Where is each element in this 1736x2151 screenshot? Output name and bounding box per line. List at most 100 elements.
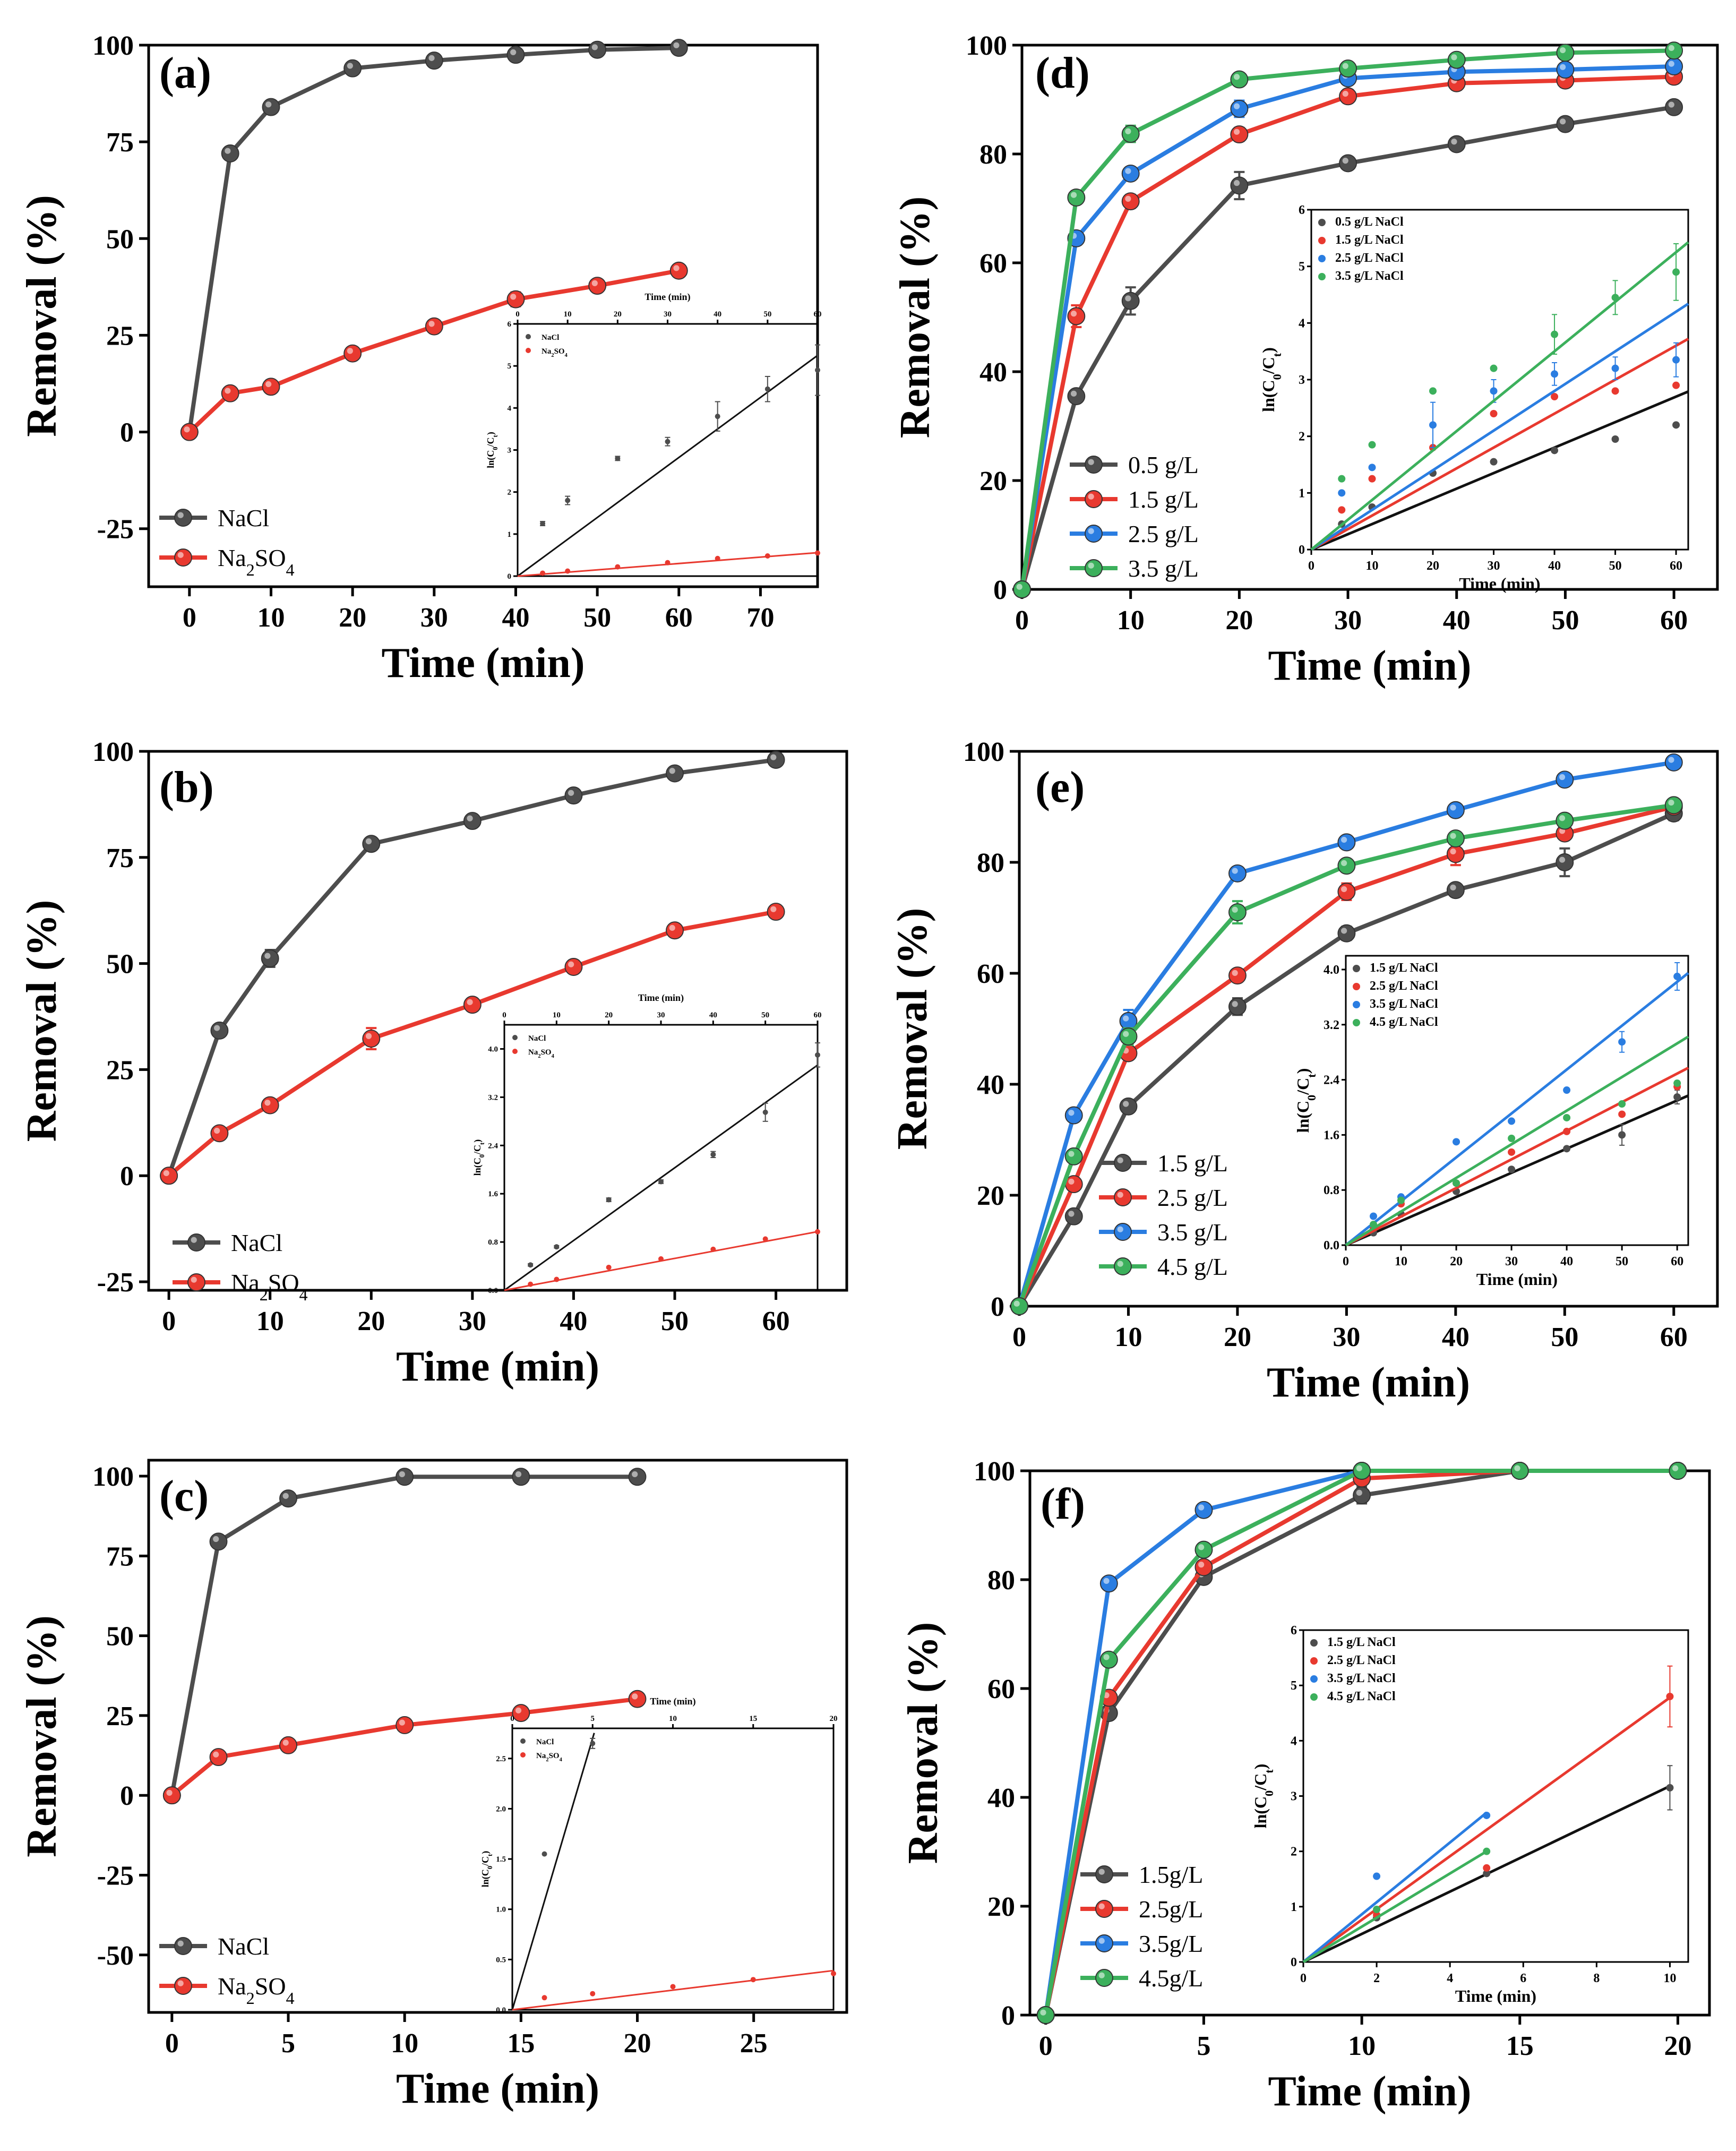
data-point-marker (1556, 61, 1575, 79)
inset-x-tick-label: 0 (1343, 1255, 1349, 1269)
y-axis-label-group: Removal (%) (900, 1622, 947, 1864)
inset-x-tick-label: 10 (1663, 1972, 1676, 1985)
inset-legend-marker (526, 334, 531, 339)
data-point-marker (1064, 1207, 1083, 1226)
data-point-highlight (1233, 103, 1240, 109)
data-point-highlight (177, 512, 184, 518)
data-point-highlight (1088, 459, 1094, 465)
data-point-marker (1446, 845, 1465, 863)
data-point-highlight (1117, 1157, 1123, 1163)
data-point-marker (1555, 853, 1574, 871)
inset-data-point (1618, 1131, 1626, 1139)
inset-x-tick-label: 10 (669, 1715, 677, 1723)
inset-x-tick-label: 2 (1373, 1972, 1380, 1985)
y-tick-label: 40 (979, 357, 1007, 388)
inset-y-tick-label: 6 (1291, 1624, 1297, 1638)
inset-ylabel: ln(C0/Ct) (1259, 347, 1284, 412)
data-point-marker (1085, 456, 1103, 474)
x-tick-label: 0 (1015, 605, 1029, 636)
legend-label: Na2SO4 (218, 544, 295, 579)
y-axis-label: Removal (%) (19, 195, 65, 436)
inset-frame (517, 323, 819, 577)
inset-ylabel-text: ln(C0/Ct) (480, 1851, 494, 1888)
inset-legend-marker (1318, 219, 1326, 226)
legend-label: NaCl (218, 504, 269, 532)
inset-data-point (540, 521, 546, 527)
data-point-highlight (1117, 1261, 1123, 1267)
data-point-highlight (1559, 856, 1566, 863)
data-point-marker (1036, 2006, 1055, 2024)
data-point-marker (261, 949, 279, 967)
y-tick-label: 100 (974, 1456, 1015, 1487)
data-point-highlight (1668, 45, 1674, 52)
inset-ylabel: ln(C0/Ct) (1293, 1068, 1318, 1133)
x-tick-label: 10 (1117, 605, 1145, 636)
panel-label: (d) (1035, 48, 1090, 98)
data-point-highlight (1123, 1031, 1129, 1037)
inset-ylabel: ln(C0/Ct) (480, 1851, 494, 1888)
inset-x-tick-label: 10 (564, 310, 572, 319)
data-point-marker (1119, 1027, 1138, 1046)
data-point-marker (187, 1233, 205, 1252)
inset-fit-line (517, 355, 818, 577)
inset-x-tick-label: 50 (1609, 559, 1622, 573)
data-point-marker (588, 40, 607, 59)
x-tick-label: 50 (583, 603, 611, 633)
x-tick-label: 20 (1225, 605, 1253, 636)
plot-frame (1018, 750, 1719, 1308)
inset-data-point (670, 1984, 676, 1990)
data-point-marker (1337, 856, 1356, 875)
inset-legend-label: 3.5 g/L NaCl (1335, 269, 1404, 283)
x-tick-label: 70 (746, 603, 774, 633)
inset-x-tick-label: 10 (1395, 1255, 1407, 1269)
y-tick-label: 100 (966, 31, 1007, 61)
data-point-marker (1337, 833, 1356, 852)
x-tick-label: 40 (1443, 605, 1471, 636)
inset-data-point (710, 1246, 716, 1252)
inset-data-point (658, 1179, 664, 1185)
inset-y-tick-label: 5 (1299, 260, 1305, 274)
inset-y-tick-label: 3 (508, 447, 512, 455)
inset-data-point (542, 1851, 547, 1857)
data-point-highlight (1672, 1465, 1679, 1471)
inset-x-tick-label: 60 (1670, 559, 1682, 573)
data-point-marker (1669, 1462, 1687, 1480)
y-tick-label: 25 (106, 1701, 134, 1732)
series-line (1020, 48, 1674, 590)
inset-data-point (554, 1276, 560, 1282)
inset-legend-label: 3.5 g/L NaCl (1327, 1672, 1396, 1685)
data-point-highlight (177, 1940, 184, 1947)
data-point-highlight (1088, 528, 1094, 534)
inset-data-point (710, 1152, 716, 1158)
data-point-marker (628, 1468, 647, 1486)
data-point-marker (1510, 1462, 1529, 1480)
data-point-marker (1337, 924, 1356, 942)
inset-data-point (1483, 1847, 1491, 1855)
y-tick-label: 100 (92, 1462, 134, 1492)
x-tick-label: 40 (502, 603, 529, 633)
data-point-highlight (1123, 1015, 1129, 1022)
legend-label: 3.5 g/L (1128, 555, 1199, 582)
data-point-marker (1095, 1865, 1113, 1883)
inset-x-tick-label: 50 (761, 1011, 769, 1019)
data-point-marker (174, 1977, 192, 1995)
inset-y-tick-label: 6 (1299, 203, 1305, 217)
inset-data-point (606, 1197, 612, 1203)
data-point-highlight (632, 1471, 638, 1478)
data-point-highlight (673, 265, 680, 271)
inset-y-tick-label: 1.6 (488, 1190, 498, 1198)
data-point-marker (669, 261, 688, 280)
inset-y-tick-label: 0.0 (1324, 1239, 1339, 1253)
data-point-marker (187, 1273, 205, 1291)
inset-legend-marker (520, 1752, 526, 1758)
data-point-marker (1010, 1297, 1028, 1315)
y-axis-label: Removal (%) (19, 1615, 65, 1857)
inset-y-tick-label: 0.8 (488, 1238, 498, 1247)
data-point-marker (1665, 98, 1683, 116)
inset-data-point (1490, 458, 1498, 466)
data-point-marker (279, 1489, 297, 1508)
x-tick-label: 25 (740, 2028, 768, 2059)
inset-data-point (606, 1264, 612, 1270)
data-point-highlight (1668, 757, 1674, 763)
